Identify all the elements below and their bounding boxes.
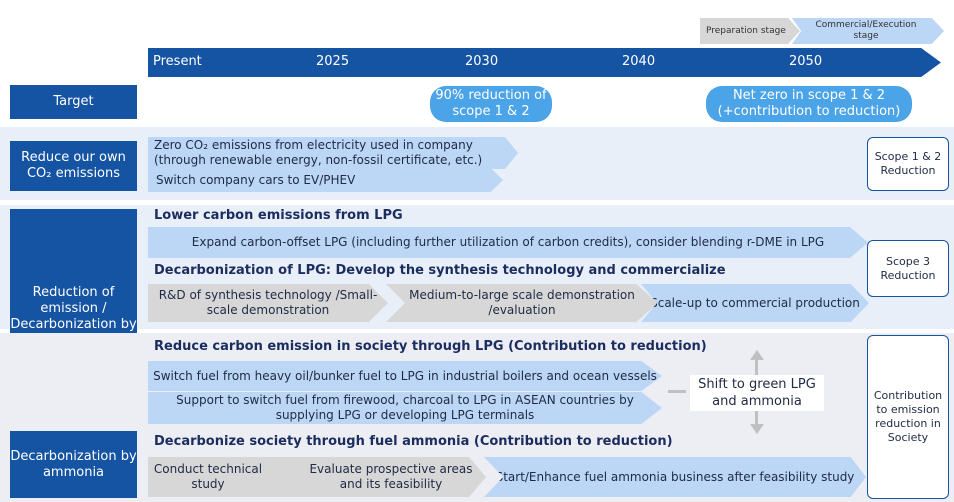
arrow-up-icon <box>750 350 764 360</box>
scale-up-step: Scale-up to commercial production <box>641 284 869 322</box>
support-asean-arrow: Support to switch fuel from firewood, ch… <box>148 392 662 424</box>
shift-green-box: Shift to green LPG and ammonia <box>690 375 824 411</box>
scope-1-2-box: Scope 1 & 2 Reduction <box>867 137 949 191</box>
timeline-arrow <box>148 48 941 77</box>
evaluate-areas-step: Evaluate prospective areas and its feasi… <box>309 462 473 491</box>
timeline-present: Present <box>153 54 202 69</box>
society-lpg-title: Reduce carbon emission in society throug… <box>154 339 707 354</box>
technical-study-step: Conduct technical study <box>153 462 263 491</box>
own-emissions-label: Reduce our own CO₂ emissions <box>10 141 137 191</box>
commercial-stage-tag: Commercial/Execution stage <box>792 18 944 44</box>
timeline-2040: 2040 <box>622 54 656 69</box>
ammonia-gray-arrow <box>148 457 486 497</box>
timeline-2050: 2050 <box>789 54 823 69</box>
lower-carbon-title: Lower carbon emissions from LPG <box>154 208 403 223</box>
preparation-stage-tag: Preparation stage <box>700 18 800 44</box>
zero-co2-electricity-arrow: Zero CO₂ emissions from electricity used… <box>148 137 518 169</box>
switch-fuel-arrow: Switch fuel from heavy oil/bunker fuel t… <box>148 361 662 391</box>
ammonia-business-step: Start/Enhance fuel ammonia business afte… <box>484 457 866 497</box>
timeline-2030: 2030 <box>465 54 499 69</box>
ammonia-label: Decarbonization by ammonia <box>10 431 137 498</box>
scope-3-box: Scope 3 Reduction <box>867 240 949 297</box>
medium-large-demo-step: Medium-to-large scale demonstration /eva… <box>386 284 658 322</box>
carbon-offset-lpg-arrow: Expand carbon-offset LPG (including furt… <box>148 227 868 258</box>
rd-synthesis-step: R&D of synthesis technology /Small-scale… <box>148 284 388 322</box>
target-label: Target <box>10 85 137 119</box>
decarbonization-lpg-title: Decarbonization of LPG: Develop the synt… <box>154 263 726 278</box>
ammonia-title: Decarbonize society through fuel ammonia… <box>154 434 673 449</box>
timeline-2025: 2025 <box>316 54 350 69</box>
target-2050-pill: Net zero in scope 1 & 2 (+contribution t… <box>706 86 912 122</box>
contribution-box: Contribution to emission reduction in So… <box>867 335 949 499</box>
ev-phev-arrow: Switch company cars to EV/PHEV <box>148 168 503 192</box>
shift-connector <box>668 390 686 393</box>
arrow-down-icon <box>750 424 764 434</box>
target-2030-pill: 90% reduction of scope 1 & 2 <box>430 86 552 122</box>
